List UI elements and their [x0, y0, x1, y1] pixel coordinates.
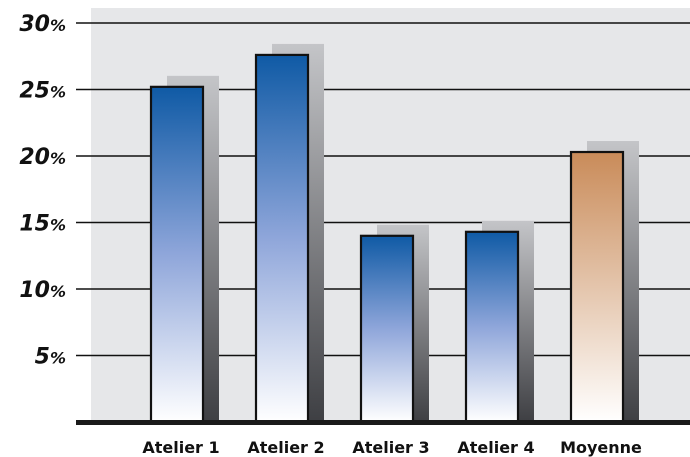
bar-atelier-3: [359, 234, 415, 424]
y-tick-unit: %: [50, 216, 66, 235]
y-tick-label: 10%: [19, 278, 66, 303]
x-tick-label: Atelier 1: [142, 438, 219, 457]
bar-moyenne: [569, 150, 625, 424]
x-tick-label: Atelier 3: [352, 438, 429, 457]
x-tick-label: Moyenne: [560, 438, 642, 457]
y-tick-unit: %: [50, 149, 66, 168]
y-tick-unit: %: [50, 83, 66, 102]
x-axis-labels: Atelier 1 Atelier 2 Atelier 3 Atelier 4 Moye…: [142, 438, 642, 457]
x-tick-label: Atelier 2: [247, 438, 324, 457]
x-tick-label: Atelier 4: [457, 438, 534, 457]
y-tick-number: 5: [35, 345, 50, 370]
y-tick-number: 25: [19, 79, 50, 104]
y-tick-number: 10: [19, 278, 50, 303]
y-tick-label: 20%: [19, 145, 66, 170]
y-tick-label: 25%: [19, 79, 66, 104]
y-tick-number: 20: [19, 145, 50, 170]
y-tick-number: 30: [19, 12, 50, 37]
y-axis-ticks: 5%10%15%20%25%30%: [19, 12, 66, 370]
y-tick-unit: %: [50, 16, 66, 35]
bar-atelier-4: [464, 230, 520, 424]
y-tick-label: 5%: [35, 345, 66, 370]
y-tick-unit: %: [50, 349, 66, 368]
bar-atelier-1: [149, 85, 205, 424]
y-tick-unit: %: [50, 282, 66, 301]
y-tick-label: 30%: [19, 12, 66, 37]
y-tick-label: 15%: [19, 212, 66, 237]
y-tick-number: 15: [19, 212, 50, 237]
bar-atelier-2: [254, 53, 310, 424]
bars: [149, 53, 625, 424]
x-axis-baseline: [76, 420, 690, 425]
